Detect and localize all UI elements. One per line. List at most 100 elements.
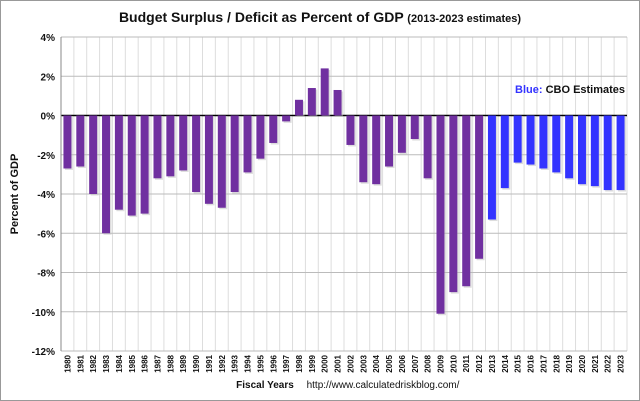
source-url: http://www.calculatedriskblog.com/ xyxy=(307,380,460,391)
bar-1991 xyxy=(204,115,213,204)
x-tick-label: 1993 xyxy=(231,354,240,372)
x-tick-label: 2004 xyxy=(372,354,381,372)
x-tick-label: 2014 xyxy=(501,354,510,372)
y-tick-label: 2% xyxy=(41,72,56,83)
bar-2020 xyxy=(577,115,586,185)
x-tick-label: 1986 xyxy=(141,354,150,372)
x-tick-label: 2016 xyxy=(527,354,536,372)
bar-2004 xyxy=(372,115,381,185)
bar-1980 xyxy=(63,115,72,169)
bar-2005 xyxy=(385,115,394,167)
y-tick-label: -4% xyxy=(37,190,55,201)
x-tick-label: 2013 xyxy=(488,354,497,372)
y-axis-label: Percent of GDP xyxy=(9,154,21,235)
x-tick-label: 2001 xyxy=(334,354,343,372)
y-tick-label: -12% xyxy=(32,347,55,358)
bar-2013 xyxy=(487,115,496,220)
x-tick-label: 2019 xyxy=(565,354,574,372)
x-tick-label: 1991 xyxy=(205,354,214,372)
legend-annotation: Blue: CBO Estimates xyxy=(515,84,625,96)
bar-2019 xyxy=(565,115,574,179)
bar-1982 xyxy=(89,115,98,194)
bar-2002 xyxy=(346,115,355,145)
x-tick-label: 1996 xyxy=(269,354,278,372)
x-tick-label: 1994 xyxy=(244,354,253,372)
bar-2023 xyxy=(616,115,625,191)
bar-1984 xyxy=(114,115,123,210)
x-tick-label: 1989 xyxy=(179,354,188,372)
bar-2001 xyxy=(333,89,342,116)
x-tick-label: 2022 xyxy=(604,354,613,372)
bar-1996 xyxy=(269,115,278,143)
bar-1988 xyxy=(166,115,175,177)
bar-1993 xyxy=(230,115,239,193)
x-tick-label: 1984 xyxy=(115,354,124,372)
x-tick-label: 1992 xyxy=(218,354,227,372)
x-tick-label: 2020 xyxy=(578,354,587,372)
x-tick-label: 1999 xyxy=(308,354,317,372)
x-tick-label: 2008 xyxy=(424,354,433,372)
bar-2007 xyxy=(410,115,419,140)
bar-2010 xyxy=(449,115,458,293)
bar-2018 xyxy=(552,115,561,173)
x-tick-label: 1988 xyxy=(166,354,175,372)
bar-1999 xyxy=(307,88,316,116)
bar-2017 xyxy=(539,115,548,169)
bar-1987 xyxy=(153,115,162,179)
chart-title: Budget Surplus / Deficit as Percent of G… xyxy=(119,9,521,25)
x-tick-label: 1981 xyxy=(76,354,85,372)
x-tick-label: 1983 xyxy=(102,354,111,372)
x-tick-label: 2006 xyxy=(398,354,407,372)
bar-2009 xyxy=(436,115,445,314)
x-tick-label: 1985 xyxy=(128,354,137,372)
bar-2022 xyxy=(603,115,612,191)
bar-1995 xyxy=(256,115,265,159)
bar-2006 xyxy=(397,115,406,153)
x-tick-label: 2018 xyxy=(552,354,561,372)
x-tick-label: 1982 xyxy=(89,354,98,372)
x-tick-label: 1998 xyxy=(295,354,304,372)
x-tick-label: 2010 xyxy=(449,354,458,372)
x-tick-label: 2000 xyxy=(321,354,330,372)
x-tick-label: 2021 xyxy=(591,354,600,372)
x-axis-label: Fiscal Years xyxy=(236,380,294,391)
x-tick-label: 2005 xyxy=(385,354,394,372)
y-tick-label: -8% xyxy=(37,269,55,280)
y-tick-label: -6% xyxy=(37,229,55,240)
bar-2021 xyxy=(590,115,599,187)
bar-1997 xyxy=(282,115,291,122)
x-tick-label: 2023 xyxy=(617,354,626,372)
y-tick-label: -10% xyxy=(32,308,55,319)
x-tick-label: 2002 xyxy=(346,354,355,372)
x-tick-label: 2015 xyxy=(514,354,523,372)
y-tick-label: 0% xyxy=(41,112,56,123)
bar-2011 xyxy=(462,115,471,287)
bar-1994 xyxy=(243,115,252,173)
y-tick-label: -2% xyxy=(37,151,55,162)
bar-2016 xyxy=(526,115,535,165)
bar-2012 xyxy=(475,115,484,259)
x-tick-label: 1980 xyxy=(63,354,72,372)
bar-1983 xyxy=(102,115,111,234)
bar-1992 xyxy=(217,115,226,208)
bar-1981 xyxy=(76,115,85,167)
bar-1985 xyxy=(127,115,136,216)
bar-2003 xyxy=(359,115,368,183)
x-tick-label: 2012 xyxy=(475,354,484,372)
bar-2000 xyxy=(320,68,329,116)
bar-1986 xyxy=(140,115,149,214)
x-tick-label: 1990 xyxy=(192,354,201,372)
x-tick-label: 2003 xyxy=(359,354,368,372)
bar-2008 xyxy=(423,115,432,179)
x-tick-label: 1995 xyxy=(256,354,265,372)
y-tick-label: 4% xyxy=(41,33,56,44)
bar-1998 xyxy=(294,99,303,116)
x-tick-label: 2009 xyxy=(436,354,445,372)
x-tick-label: 1997 xyxy=(282,354,291,372)
x-tick-label: 2011 xyxy=(462,354,471,372)
bar-1990 xyxy=(192,115,201,193)
bar-1989 xyxy=(179,115,188,171)
bar-2015 xyxy=(513,115,522,163)
x-tick-label: 1987 xyxy=(153,354,162,372)
